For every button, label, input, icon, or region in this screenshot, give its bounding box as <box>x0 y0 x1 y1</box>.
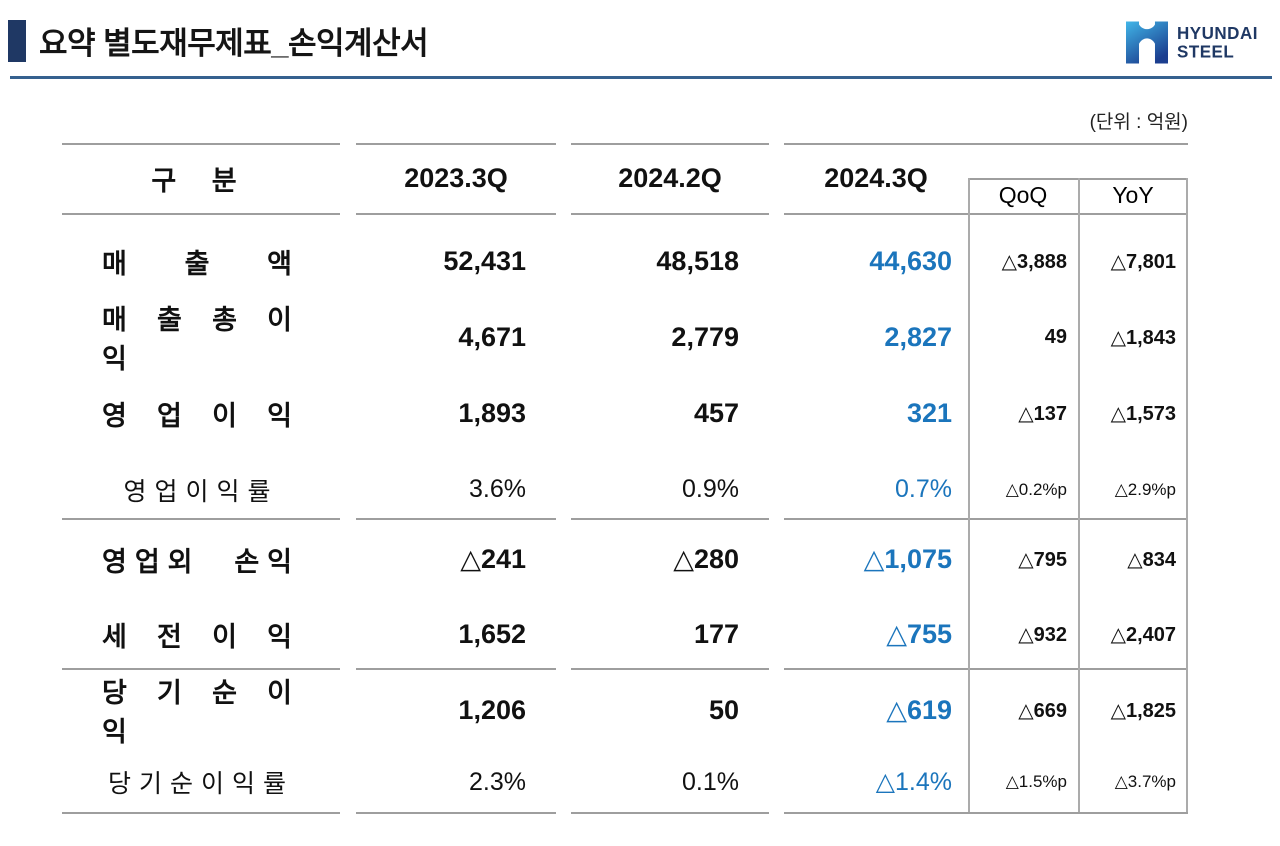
row-label: 영업이익률 <box>123 477 279 506</box>
value-qoq: △795 <box>1018 549 1067 571</box>
table-row: 영업이익률 3.6% 0.9% 0.7% △0.2%p △2.9%p <box>62 441 1188 528</box>
value-yoy: △2,407 <box>1110 624 1176 646</box>
table-row: 영 업 이 익 1,893 457 321 △137 △1,573 <box>62 365 1188 451</box>
page-title: 요약 별도재무제표_손익계산서 <box>39 26 429 61</box>
value-yoy: △1,825 <box>1110 699 1176 722</box>
table-row: 세 전 이 익 1,652 177 △755 △932 △2,407 <box>62 593 1188 672</box>
table-grid-line <box>356 812 556 814</box>
table-grid-line <box>62 812 340 814</box>
table-grid-line <box>784 143 1188 145</box>
column-header-qoq: QoQ <box>998 182 1048 208</box>
table-grid-line <box>571 143 769 145</box>
value-qoq: △137 <box>1018 402 1067 425</box>
title-bullet <box>8 19 26 62</box>
row-label: 매 출 액 <box>102 248 300 279</box>
table-grid-line <box>356 143 556 145</box>
column-header-2024-2q: 2024.2Q <box>618 162 722 193</box>
row-label: 당기순이익률 <box>107 770 294 798</box>
table-row: 매 출 액 52,431 48,518 44,630 △3,888 △7,801 <box>62 213 1188 299</box>
value-q3: 0.7% <box>895 475 952 503</box>
value-q1: 1,893 <box>458 397 526 428</box>
value-qoq: △3,888 <box>1001 250 1067 273</box>
value-q2: 177 <box>693 619 739 649</box>
logo-line1: HYUNDAI <box>1177 22 1258 43</box>
value-yoy: △3.7%p <box>1114 772 1176 791</box>
value-qoq: 49 <box>1044 325 1067 348</box>
table-grid-line <box>571 668 769 670</box>
table-grid-line <box>784 668 1188 670</box>
value-q2: 50 <box>708 694 739 725</box>
value-qoq: △0.2%p <box>1005 479 1067 499</box>
table-grid-line <box>571 213 769 215</box>
value-q1: 3.6% <box>469 475 526 503</box>
unit-label: (단위 : 억원) <box>1089 112 1188 133</box>
table-row: 당기순이익률 2.3% 0.1% △1.4% △1.5%p △3.7%p <box>62 740 1188 818</box>
row-label: 매 출 총 이 익 <box>102 305 300 374</box>
value-q1: 1,206 <box>458 694 526 725</box>
value-q2: 48,518 <box>656 245 739 276</box>
value-q3: 44,630 <box>869 245 952 276</box>
column-header-yoy: YoY <box>1112 182 1154 208</box>
table-grid-line <box>62 213 340 215</box>
row-label: 세 전 이 익 <box>102 622 300 652</box>
table-grid-line <box>784 518 1188 520</box>
value-q1: 52,431 <box>443 245 526 276</box>
table-row: 영업외 손익 △241 △280 △1,075 △795 △834 <box>62 518 1188 597</box>
value-q2: 0.1% <box>682 767 739 796</box>
row-label: 영 업 이 익 <box>102 400 300 431</box>
table-grid-line <box>356 518 556 520</box>
value-yoy: △1,573 <box>1110 402 1176 425</box>
table-grid-line <box>784 812 1188 814</box>
value-q1: 4,671 <box>458 321 526 352</box>
value-q3: 321 <box>906 397 952 428</box>
table-header-row: 구 분 2023.3Q 2024.2Q 2024.3Q <box>62 143 968 213</box>
table-grid-line <box>571 812 769 814</box>
table-grid-line <box>62 143 340 145</box>
hyundai-steel-h-icon <box>1126 21 1168 64</box>
value-q2: △280 <box>673 544 739 574</box>
table-grid-line <box>62 518 340 520</box>
value-q1: 2.3% <box>469 767 526 796</box>
value-q2: 0.9% <box>682 475 739 503</box>
value-q3: △755 <box>886 619 952 649</box>
value-yoy: △1,843 <box>1110 326 1176 349</box>
table-grid-line <box>356 213 556 215</box>
logo-line2: STEEL <box>1177 41 1235 62</box>
value-yoy: △834 <box>1127 549 1176 571</box>
row-label: 영업외 손익 <box>102 547 300 577</box>
column-header-2023-3q: 2023.3Q <box>404 162 508 193</box>
table-grid-line <box>784 213 1188 215</box>
value-yoy: △2.9%p <box>1114 479 1176 499</box>
value-yoy: △7,801 <box>1110 250 1176 273</box>
value-qoq: △932 <box>1018 624 1067 646</box>
value-q2: 457 <box>693 397 739 428</box>
logo-wordmark: HYUNDAI STEEL <box>1177 22 1258 62</box>
hyundai-steel-logo: HYUNDAI STEEL <box>1126 21 1258 64</box>
value-q3: △619 <box>886 694 952 725</box>
column-header-2024-3q: 2024.3Q <box>824 162 928 193</box>
value-q1: 1,652 <box>458 619 526 649</box>
value-q3: △1.4% <box>875 768 952 796</box>
row-label: 당 기 순 이 익 <box>102 678 300 747</box>
delta-subheader: QoQ YoY <box>968 178 1188 213</box>
value-q3: 2,827 <box>884 321 952 352</box>
value-q2: 2,779 <box>671 321 739 352</box>
value-qoq: △669 <box>1018 699 1067 722</box>
table-row: 매 출 총 이 익 4,671 2,779 2,827 49 △1,843 <box>62 289 1188 375</box>
table-grid-line <box>571 518 769 520</box>
title-divider <box>10 76 1272 79</box>
table-grid-line <box>356 668 556 670</box>
table-grid-line <box>62 668 340 670</box>
value-q1: △241 <box>460 544 526 574</box>
table-grid-line <box>1078 178 1080 812</box>
table-row: 당 기 순 이 익 1,206 50 △619 △669 △1,825 <box>62 668 1188 747</box>
value-q3: △1,075 <box>863 544 952 574</box>
column-header-category: 구 분 <box>151 165 251 196</box>
page-header: 요약 별도재무제표_손익계산서 <box>8 18 429 63</box>
table-grid-line <box>968 178 970 812</box>
table-grid-line <box>1186 178 1188 812</box>
value-qoq: △1.5%p <box>1005 772 1067 791</box>
